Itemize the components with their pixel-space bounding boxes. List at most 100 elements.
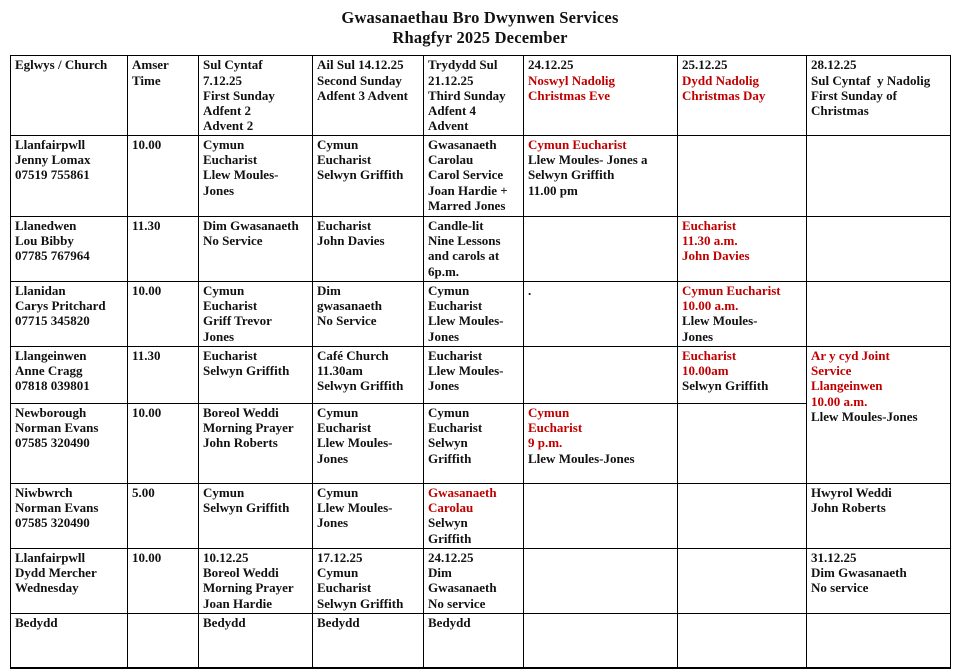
cell-line: Llew Moules- [428,363,504,379]
cell-bedydd-5: Bedydd [423,612,524,669]
cell-newborough-6: Cymun Eucharist 9 p.m. Llew Moules-Jones [523,402,678,484]
cell-line: . [528,282,532,298]
row-llangeinwen: Llangeinwen Anne Cragg 07818 039801 11.30 Eu… [10,345,951,484]
cell-llangeinwen-6 [523,345,678,404]
cell-llanfairpwll-wednesday-2: 10.00 [127,547,199,614]
cell-llangeinwen-4: Café Church 11.30am Selwyn Griffith [312,345,424,404]
cell-line: Adfent 2 [203,103,252,119]
cell-line: and carols at [428,248,500,264]
header-cell-2: Amser Time [127,55,199,136]
cell-line: Griffith [428,450,472,466]
cell-line: 21.12.25 [428,72,474,88]
cell-line: Third Sunday [428,87,506,103]
cell-line: Morning Prayer [203,420,294,436]
cell-line: Dim Gwasanaeth [811,565,907,581]
cell-line: Ail Sul 14.12.25 [317,57,404,73]
header-cell-3: Sul Cyntaf 7.12.25 First Sunday Adfent 2 Adv… [198,55,313,136]
cell-line: Dim Gwasanaeth [203,217,299,233]
cell-llangeinwen-3: Eucharist Selwyn Griffith [198,345,313,404]
cell-llanidan-7: Cymun Eucharist 10.00 a.m. Llew Moules- Jon… [677,280,807,347]
cell-niwbwrch-7 [677,482,807,549]
cell-line: Nine Lessons [428,233,501,249]
cell-line: 07818 039801 [15,378,90,394]
cell-line: Cymun [428,282,470,298]
cell-line: No service [811,580,869,596]
cell-line: 10.00am [682,363,729,379]
cell-line: 07585 320490 [15,515,90,531]
cell-bedydd-7 [677,612,807,669]
cell-llanfairpwll-wednesday-4: 17.12.25 Cymun Eucharist Selwyn Griffith [312,547,424,614]
row-llanedwen: Llanedwen Lou Bibby 07785 767964 11.30 Dim G… [10,215,951,282]
cell-llanfairpwll-8 [806,134,951,217]
cell-line: 17.12.25 [317,549,363,565]
cell-line: 11.30 [132,217,161,233]
cell-line: No service [428,595,486,611]
cell-llanfairpwll-3: Cymun Eucharist Llew Moules- Jones [198,134,313,217]
cell-niwbwrch-8: Hwyrol Weddi John Roberts [806,482,951,549]
cell-line: Eucharist [203,152,258,168]
cell-bedydd-6 [523,612,678,669]
cell-line: Eucharist [682,347,737,363]
cell-line: 10.00 a.m. [682,298,739,314]
cell-llangeinwen-7: Eucharist 10.00am Selwyn Griffith [677,345,807,404]
cell-line: Gwasanaeth [428,484,497,500]
cell-line: Jenny Lomax [15,152,91,168]
cell-llanidan-8 [806,280,951,347]
cell-llanfairpwll-2: 10.00 [127,134,199,217]
cell-line: 24.12.25 [528,57,574,73]
cell-line: Llanfairpwll [15,136,86,152]
cell-line: John Davies [682,248,750,264]
cell-line: Eucharist [203,298,258,314]
cell-line: Llew Moules-Jones [528,450,635,466]
cell-line: Bedydd [317,614,360,630]
cell-line: Christmas Eve [528,87,610,103]
cell-line: 24.12.25 [428,549,474,565]
header-cell-7: 25.12.25 Dydd Nadolig Christmas Day [677,55,807,136]
cell-line: Boreol Weddi [203,565,279,581]
cell-line: Eucharist [428,420,483,436]
cell-line: Selwyn Griffith [203,363,290,379]
cell-line: Llangeinwen [15,347,87,363]
cell-line: Carys Pritchard [15,298,106,314]
cell-llanidan-6: . [523,280,678,347]
cell-llanedwen-7: Eucharist 11.30 a.m. John Davies [677,215,807,282]
header-cell-1: Eglwys / Church [10,55,128,136]
table-header: Eglwys / Church Amser Time Sul Cyntaf 7.12.2… [10,55,951,136]
cell-line: John Roberts [203,435,278,451]
cell-llanfairpwll-wednesday-3: 10.12.25 Boreol Weddi Morning Prayer Joan H… [198,547,313,614]
cell-llangeinwen-5: Eucharist Llew Moules- Jones [423,345,524,404]
cell-line: Selwyn Griffith [317,378,404,394]
cell-line: Selwyn [428,435,468,451]
cell-line: Gwasanaeth [428,136,497,152]
cell-line: Newborough [15,404,87,420]
cell-line: Cymun Eucharist [682,282,781,298]
cell-line: Gwasanaeth [428,580,497,596]
cell-line: 7.12.25 [203,72,242,88]
cell-llanidan-2: 10.00 [127,280,199,347]
cell-line: Eucharist [528,420,583,436]
cell-llanfairpwll-wednesday-8: 31.12.25 Dim Gwasanaeth No service [806,547,951,614]
cell-line: 10.00 [132,549,162,565]
cell-line: Llangeinwen [811,378,883,394]
cell-newborough-1: Newborough Norman Evans 07585 320490 [10,402,128,484]
cell-llanedwen-6 [523,215,678,282]
cell-line: Eucharist [317,217,372,233]
cell-line: Llanedwen [15,217,77,233]
cell-line: 6p.m. [428,263,460,279]
cell-line: Llew Moules- [317,435,393,451]
cell-line: Advent [428,118,469,134]
title-line-1: Gwasanaethau Bro Dwynwen Services [341,8,619,27]
cell-line: Boreol Weddi [203,404,279,420]
cell-line: Dim [317,282,341,298]
cell-line: Cymun [203,484,245,500]
cell-line: Second Sunday [317,72,402,88]
cell-line: Eucharist [428,347,483,363]
cell-llanfairpwll-6: Cymun Eucharist Llew Moules- Jones a Selwy… [523,134,678,217]
cell-line: Lou Bibby [15,233,74,249]
cell-line: Griff Trevor [203,313,272,329]
cell-llanfairpwll-wednesday-1: Llanfairpwll Dydd Mercher Wednesday [10,547,128,614]
cell-line: 10.00 [132,136,162,152]
cell-line: Jones [682,328,714,344]
cell-line: 11.30 [132,347,161,363]
cell-llanedwen-5: Candle-lit Nine Lessons and carols at 6p.m. [423,215,524,282]
